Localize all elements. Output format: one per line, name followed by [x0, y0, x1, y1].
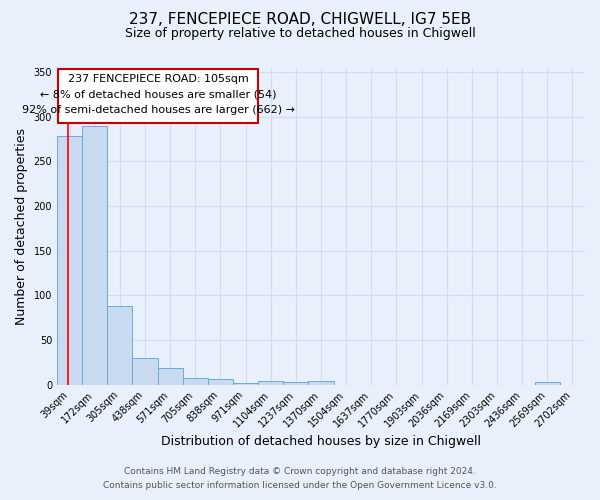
- Text: 237, FENCEPIECE ROAD, CHIGWELL, IG7 5EB: 237, FENCEPIECE ROAD, CHIGWELL, IG7 5EB: [129, 12, 471, 28]
- Text: 237 FENCEPIECE ROAD: 105sqm: 237 FENCEPIECE ROAD: 105sqm: [68, 74, 248, 84]
- Bar: [208, 380, 233, 385]
- Text: Contains HM Land Registry data © Crown copyright and database right 2024.: Contains HM Land Registry data © Crown c…: [124, 467, 476, 476]
- Bar: [258, 381, 283, 385]
- Bar: [82, 126, 107, 385]
- Bar: [535, 382, 560, 385]
- FancyBboxPatch shape: [58, 70, 258, 123]
- Text: Contains public sector information licensed under the Open Government Licence v3: Contains public sector information licen…: [103, 481, 497, 490]
- Bar: [57, 136, 82, 385]
- Text: Size of property relative to detached houses in Chigwell: Size of property relative to detached ho…: [125, 28, 475, 40]
- Text: 92% of semi-detached houses are larger (662) →: 92% of semi-detached houses are larger (…: [22, 104, 295, 115]
- Bar: [133, 358, 158, 385]
- Y-axis label: Number of detached properties: Number of detached properties: [15, 128, 28, 324]
- Bar: [283, 382, 308, 385]
- Bar: [233, 383, 258, 385]
- Text: ← 8% of detached houses are smaller (54): ← 8% of detached houses are smaller (54): [40, 90, 277, 100]
- X-axis label: Distribution of detached houses by size in Chigwell: Distribution of detached houses by size …: [161, 434, 481, 448]
- Bar: [107, 306, 133, 385]
- Bar: [183, 378, 208, 385]
- Bar: [158, 368, 183, 385]
- Bar: [308, 381, 334, 385]
